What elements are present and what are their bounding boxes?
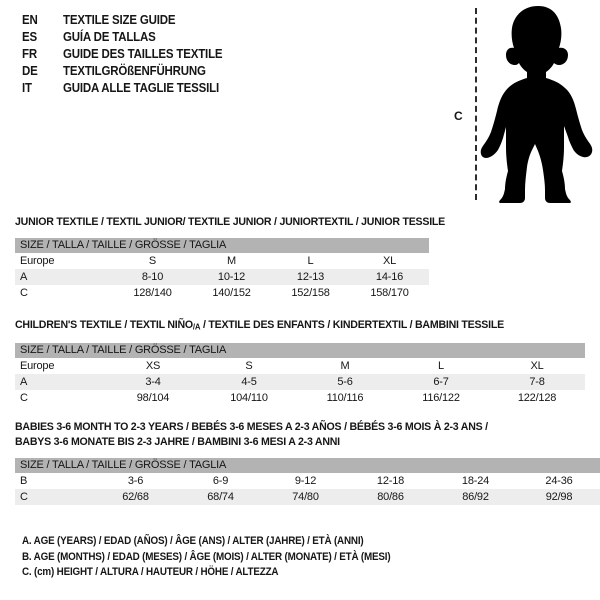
section-title: CHILDREN'S TEXTILE / TEXTIL NIÑO/A / TEX… (15, 318, 545, 335)
language-row: FR GUIDE DES TAILLES TEXTILE (22, 47, 322, 64)
row-label: Europe (15, 357, 105, 374)
table-cell: 6-9 (178, 473, 263, 489)
language-legend: EN TEXTILE SIZE GUIDE ES GUÍA DE TALLAS … (22, 13, 322, 98)
row-label: C (15, 389, 105, 406)
section-title-line2: BABYS 3-6 MONATE BIS 2-3 JAHRE / BAMBINI… (15, 436, 340, 448)
table-band-row: SIZE / TALLA / TAILLE / GRÖSSE / TAGLIA (15, 458, 600, 473)
section-title-sub: /A (192, 321, 201, 332)
table-cell: 68/74 (178, 489, 263, 505)
language-title: GUIDE DES TAILLES TEXTILE (63, 47, 223, 61)
row-label: B (15, 473, 93, 489)
legend-line-a: A. AGE (YEARS) / EDAD (AÑOS) / ÂGE (ANS)… (22, 535, 364, 547)
toddler-silhouette-icon (480, 6, 593, 203)
row-label: C (15, 285, 113, 301)
language-title: TEXTILE SIZE GUIDE (63, 13, 176, 27)
legend-line-b: B. AGE (MONTHS) / EDAD (MESES) / ÂGE (MO… (22, 550, 391, 563)
table-cell: 104/110 (201, 389, 297, 406)
table-cell: 158/170 (350, 285, 429, 301)
section-title-post: / TEXTILE DES ENFANTS / KINDERTEXTIL / B… (200, 319, 504, 331)
row-label: C (15, 489, 93, 505)
table-cell: 110/116 (297, 389, 393, 406)
table-cell: 3-6 (93, 473, 178, 489)
section-title: JUNIOR TEXTILE / TEXTIL JUNIOR/ TEXTILE … (15, 216, 445, 228)
size-band-label: SIZE / TALLA / TAILLE / GRÖSSE / TAGLIA (15, 342, 585, 358)
legend-line-c: C. (cm) HEIGHT / ALTURA / HAUTEUR / HÖHE… (22, 566, 279, 578)
table-row: A 8-10 10-12 12-13 14-16 (15, 269, 429, 285)
table-cell: 116/122 (393, 389, 489, 406)
size-table-babies: SIZE / TALLA / TAILLE / GRÖSSE / TAGLIA … (15, 458, 600, 505)
table-row: A 3-4 4-5 5-6 6-7 7-8 (15, 373, 585, 390)
language-row: IT GUIDA ALLE TAGLIE TESSILI (22, 81, 322, 98)
table-cell: S (201, 357, 297, 374)
table-cell: 18-24 (433, 473, 518, 489)
table-row: C 128/140 140/152 152/158 158/170 (15, 285, 429, 301)
table-row: Europe S M L XL (15, 253, 429, 269)
table-cell: L (393, 357, 489, 374)
table-cell: 14-16 (350, 269, 429, 285)
table-row: B 3-6 6-9 9-12 12-18 18-24 24-36 (15, 473, 600, 489)
table-cell: M (297, 357, 393, 374)
table-cell: 80/86 (348, 489, 433, 505)
table-cell: 10-12 (192, 269, 271, 285)
language-row: DE TEXTILGRÖßENFÜHRUNG (22, 64, 322, 81)
table-row: C 62/68 68/74 74/80 80/86 86/92 92/98 (15, 489, 600, 505)
table-cell: 62/68 (93, 489, 178, 505)
table-cell: M (192, 253, 271, 269)
table-cell: 6-7 (393, 373, 489, 390)
table-cell: 12-13 (271, 269, 350, 285)
language-row: ES GUÍA DE TALLAS (22, 30, 322, 47)
table-cell: 92/98 (518, 489, 600, 505)
section-children: CHILDREN'S TEXTILE / TEXTIL NIÑO/A / TEX… (15, 318, 585, 406)
measurement-legend: A. AGE (YEARS) / EDAD (AÑOS) / ÂGE (ANS)… (22, 534, 418, 581)
size-band-label: SIZE / TALLA / TAILLE / GRÖSSE / TAGLIA (15, 458, 600, 473)
table-cell: 122/128 (489, 389, 585, 406)
section-junior: JUNIOR TEXTILE / TEXTIL JUNIOR/ TEXTILE … (15, 215, 477, 301)
table-cell: 7-8 (489, 373, 585, 390)
table-cell: 4-5 (201, 373, 297, 390)
row-label: Europe (15, 253, 113, 269)
table-row: C 98/104 104/110 110/116 116/122 122/128 (15, 389, 585, 406)
language-title: TEXTILGRÖßENFÜHRUNG (63, 64, 206, 78)
measurement-figure: C (440, 4, 598, 204)
table-band-row: SIZE / TALLA / TAILLE / GRÖSSE / TAGLIA (15, 342, 585, 358)
size-band-label: SIZE / TALLA / TAILLE / GRÖSSE / TAGLIA (15, 238, 429, 253)
table-cell: 5-6 (297, 373, 393, 390)
language-code: IT (22, 81, 32, 95)
table-cell: XS (105, 357, 201, 374)
size-table-junior: SIZE / TALLA / TAILLE / GRÖSSE / TAGLIA … (15, 238, 429, 301)
language-code: DE (22, 64, 38, 78)
table-cell: 152/158 (271, 285, 350, 301)
language-title: GUÍA DE TALLAS (63, 30, 156, 44)
language-row: EN TEXTILE SIZE GUIDE (22, 13, 322, 30)
table-cell: 24-36 (518, 473, 600, 489)
height-axis-label: C (454, 109, 463, 123)
table-cell: 98/104 (105, 389, 201, 406)
table-cell: L (271, 253, 350, 269)
language-code: EN (22, 13, 38, 27)
table-cell: 3-4 (105, 373, 201, 390)
table-cell: 86/92 (433, 489, 518, 505)
section-title: BABIES 3-6 MONTH TO 2-3 YEARS / BEBÉS 3-… (15, 421, 488, 433)
language-title: GUIDA ALLE TAGLIE TESSILI (63, 81, 219, 95)
table-band-row: SIZE / TALLA / TAILLE / GRÖSSE / TAGLIA (15, 238, 429, 253)
table-cell: 74/80 (263, 489, 348, 505)
table-cell: XL (489, 357, 585, 374)
table-cell: S (113, 253, 192, 269)
table-cell: 140/152 (192, 285, 271, 301)
section-title-pre: CHILDREN'S TEXTILE / TEXTIL NIÑO (15, 319, 193, 331)
row-label: A (15, 373, 105, 390)
dashed-measure-line-icon (475, 8, 477, 200)
section-babies: BABIES 3-6 MONTH TO 2-3 YEARS / BEBÉS 3-… (15, 420, 600, 505)
table-cell: 12-18 (348, 473, 433, 489)
language-code: ES (22, 30, 37, 44)
size-table-children: SIZE / TALLA / TAILLE / GRÖSSE / TAGLIA … (15, 342, 585, 406)
table-cell: 128/140 (113, 285, 192, 301)
row-label: A (15, 269, 113, 285)
language-code: FR (22, 47, 37, 61)
table-cell: XL (350, 253, 429, 269)
table-cell: 8-10 (113, 269, 192, 285)
table-cell: 9-12 (263, 473, 348, 489)
table-row: Europe XS S M L XL (15, 357, 585, 374)
